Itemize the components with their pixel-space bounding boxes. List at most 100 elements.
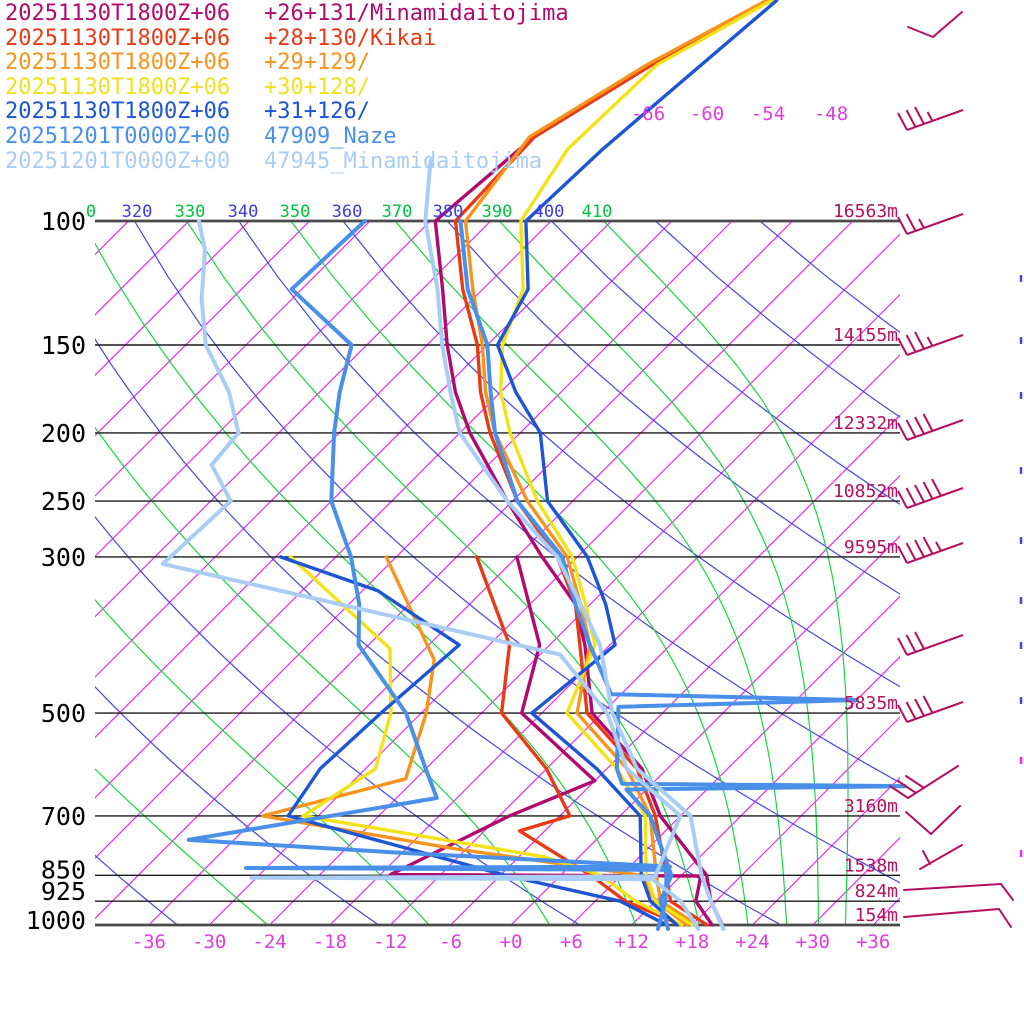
theta-label: 380: [433, 202, 464, 222]
legend-station-label: +31+126/: [264, 99, 370, 125]
legend-entry-3: 20251130T1800Z+06 +30+128/: [5, 74, 370, 101]
legend-time: 20251130T1800Z+06: [5, 1, 231, 26]
legend-station-label: 47945_Minamidaitojima: [264, 148, 543, 174]
altitude-label: 154m: [855, 905, 898, 926]
altitude-label: 10852m: [833, 481, 898, 502]
temperature-axis-label: -12: [373, 931, 407, 953]
sounding-dewpoint-trace: [475, 555, 684, 927]
theta-label: 360: [332, 202, 363, 222]
wind-barb: [889, 765, 959, 799]
legend-entry-6: 20251201T0000Z+00 47945_Minamidaitojima: [5, 148, 542, 175]
pressure-axis-label: 300: [41, 543, 86, 572]
wind-barb: [897, 536, 964, 564]
legend-station-label: +30+128/: [264, 74, 370, 100]
pressure-axis-label: 500: [41, 699, 86, 728]
temperature-axis-label: -18: [313, 931, 347, 953]
theta-label: 390: [482, 202, 513, 222]
altitude-label: 5835m: [844, 693, 898, 714]
legend-time: 20251130T1800Z+06: [5, 99, 231, 125]
temperature-axis-label: +0: [500, 931, 523, 953]
pressure-axis-label: 200: [41, 419, 86, 448]
pressure-axis-label: 250: [41, 487, 86, 516]
altitude-label: 3160m: [844, 796, 898, 817]
wind-barb: [897, 331, 964, 356]
sounding-temperature-trace: [458, 219, 906, 931]
temperature-axis-label: +36: [856, 931, 890, 953]
sounding-temperature-trace: [463, 0, 769, 927]
legend-time: 20251201T0000Z+00: [5, 148, 231, 174]
temperature-axis-label: -30: [192, 931, 226, 953]
theta-label: 330: [175, 202, 206, 222]
isotherm-label: -66: [631, 103, 665, 125]
legend-entry-1: 20251130T1800Z+06 +28+130/Kikai: [5, 25, 436, 52]
legend-time: 20251201T0000Z+00: [5, 123, 231, 149]
altitude-label: 16563m: [833, 201, 898, 222]
legend-station-label: +28+130/Kikai: [264, 25, 437, 51]
temperature-axis-label: -24: [252, 931, 286, 953]
wind-barbs: [889, 11, 1014, 928]
altitude-label: 12332m: [833, 413, 898, 434]
temperature-axis-label: +18: [675, 931, 709, 953]
pressure-axis-label: 700: [41, 802, 86, 831]
sounding-dewpoint-trace: [278, 555, 669, 927]
wind-barb: [905, 805, 961, 835]
sounding-legend: 20251130T1800Z+06 +26+131/Minamidaitojima…: [5, 1, 569, 175]
sounding-dewpoint-trace: [288, 555, 684, 927]
sounding-dewpoint-trace: [160, 219, 701, 931]
sounding-temperature-trace: [423, 158, 726, 931]
isotherm-label: -54: [751, 103, 785, 125]
sounding-temperature-trace: [433, 0, 774, 927]
legend-station-label: +29+129/: [264, 50, 370, 76]
wind-barb: [919, 844, 963, 870]
theta-label: 0: [86, 202, 96, 222]
altitude-label: 9595m: [844, 537, 898, 558]
wind-barb: [897, 478, 964, 509]
sounding-temperature-trace: [495, 0, 779, 927]
isotherm-label: -60: [690, 103, 724, 125]
theta-label: 350: [280, 202, 311, 222]
theta-label: 410: [582, 202, 613, 222]
wind-barb: [903, 883, 1014, 901]
legend-time: 20251130T1800Z+06: [5, 50, 231, 76]
temperature-axis-label: +24: [735, 931, 769, 953]
legend-station-label: 47909_Naze: [264, 123, 397, 149]
pressure-axis-label: 100: [41, 207, 86, 236]
pressure-axis-label: 150: [41, 331, 86, 360]
wind-barb: [897, 106, 964, 131]
pressure-axis-label: 850: [41, 855, 86, 884]
legend-entry-2: 20251130T1800Z+06 +29+129/: [5, 50, 370, 76]
theta-label: 340: [228, 202, 259, 222]
sounding-traces: [160, 0, 906, 931]
theta-label: 320: [122, 202, 153, 222]
legend-station-label: +26+131/Minamidaitojima: [264, 1, 569, 26]
temperature-axis-label: -6: [439, 931, 462, 953]
legend-time: 20251130T1800Z+06: [5, 25, 231, 51]
temperature-axis-label: +30: [796, 931, 830, 953]
wind-barb: [907, 11, 963, 38]
sounding-dewpoint-trace: [186, 219, 672, 931]
wind-barb: [897, 695, 964, 723]
legend-time: 20251130T1800Z+06: [5, 74, 231, 100]
moist-adiabat-lines: [95, 221, 849, 925]
wind-barb: [897, 213, 964, 235]
temperature-axis-label: +12: [615, 931, 649, 953]
temperature-axis-label: +6: [560, 931, 583, 953]
temperature-axis-label: -36: [132, 931, 166, 953]
sounding-dewpoint-trace: [388, 555, 714, 927]
isotherm-label: -48: [814, 103, 848, 125]
wind-barb: [903, 908, 1012, 928]
theta-label: 400: [534, 202, 565, 222]
wind-barb: [897, 413, 964, 441]
theta-label: 370: [382, 202, 413, 222]
altitude-label: 14155m: [833, 325, 898, 346]
pressure-axis-label: 1000: [26, 906, 86, 935]
pressure-axis-label: 925: [41, 877, 86, 906]
altitude-label: 824m: [855, 881, 898, 902]
legend-entry-0: 20251130T1800Z+06 +26+131/Minamidaitojima: [5, 1, 569, 27]
legend-entry-5: 20251201T0000Z+00 47909_Naze: [5, 123, 396, 150]
pressure-lines: [95, 219, 900, 927]
sounding-temperature-trace: [499, 0, 774, 927]
